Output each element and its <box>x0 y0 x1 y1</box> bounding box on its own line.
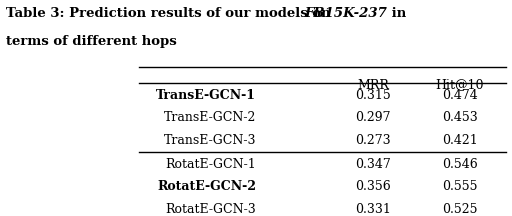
Text: RotatE-GCN-3: RotatE-GCN-3 <box>165 203 256 216</box>
Text: 0.356: 0.356 <box>355 180 391 194</box>
Text: FB15K-237: FB15K-237 <box>304 7 387 20</box>
Text: RotatE-GCN-2: RotatE-GCN-2 <box>157 180 256 194</box>
Text: 0.315: 0.315 <box>355 89 391 102</box>
Text: 0.273: 0.273 <box>355 133 391 146</box>
Text: 0.421: 0.421 <box>442 133 478 146</box>
Text: TransE-GCN-2: TransE-GCN-2 <box>164 111 256 124</box>
Text: Table 3: Prediction results of our models on: Table 3: Prediction results of our model… <box>7 7 336 20</box>
Text: TransE-GCN-3: TransE-GCN-3 <box>163 133 256 146</box>
Text: 0.331: 0.331 <box>355 203 391 216</box>
Text: 0.474: 0.474 <box>442 89 478 102</box>
Text: 0.297: 0.297 <box>355 111 391 124</box>
Text: 0.555: 0.555 <box>442 180 477 194</box>
Text: 0.347: 0.347 <box>355 158 391 171</box>
Text: RotatE-GCN-1: RotatE-GCN-1 <box>165 158 256 171</box>
Text: 0.453: 0.453 <box>442 111 478 124</box>
Text: 0.525: 0.525 <box>442 203 477 216</box>
Text: Hit@10: Hit@10 <box>435 79 484 92</box>
Text: terms of different hops: terms of different hops <box>7 35 177 48</box>
Text: MRR: MRR <box>357 79 389 92</box>
Text: in: in <box>387 7 406 20</box>
Text: 0.546: 0.546 <box>442 158 478 171</box>
Text: TransE-GCN-1: TransE-GCN-1 <box>156 89 256 102</box>
